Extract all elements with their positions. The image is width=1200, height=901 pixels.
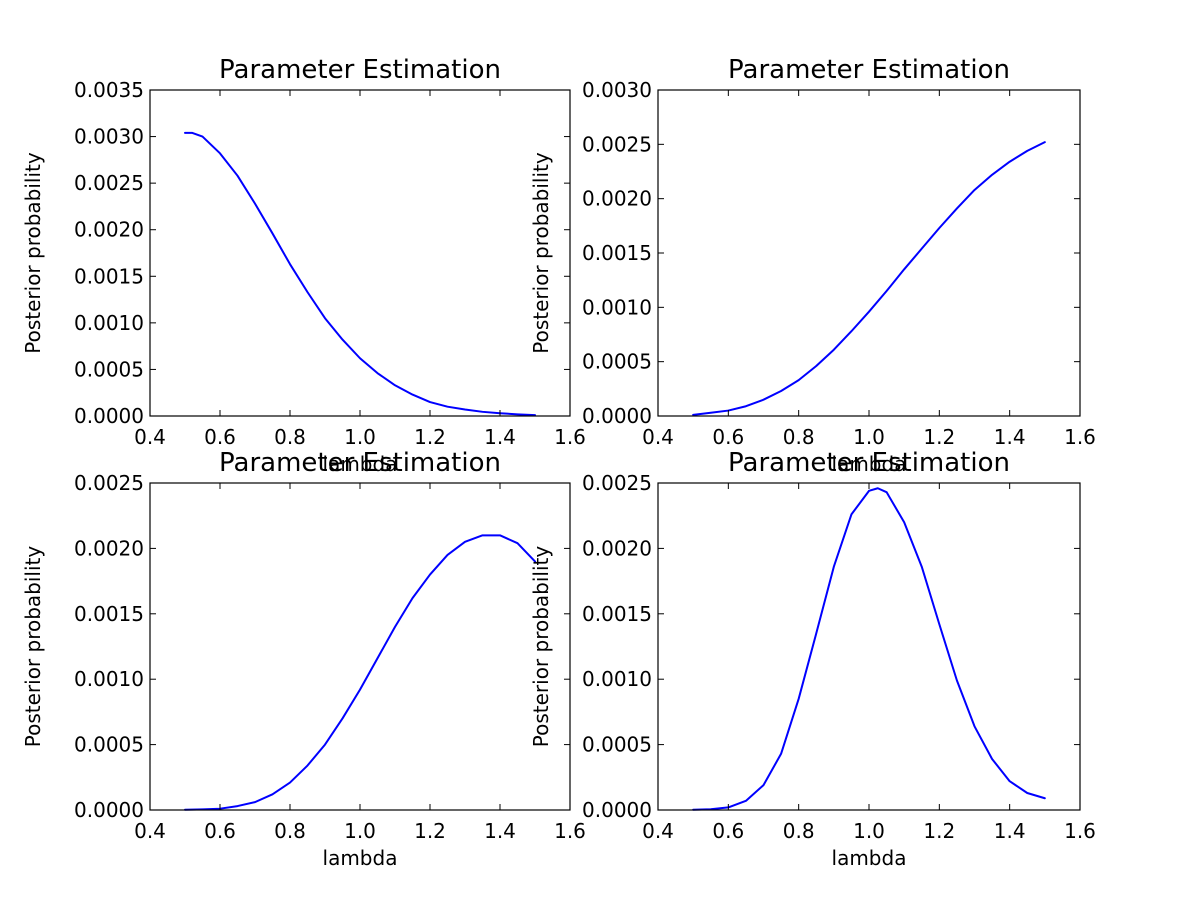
y-tick-label: 0.0010 — [74, 667, 144, 691]
y-tick-label: 0.0015 — [582, 602, 652, 626]
y-tick-label: 0.0020 — [582, 187, 652, 211]
y-axis-label: Posterior probability — [21, 152, 45, 354]
series-line — [692, 141, 1046, 416]
x-tick-label: 0.8 — [274, 819, 306, 843]
y-tick-label: 0.0020 — [74, 218, 144, 242]
x-tick-label: 1.2 — [923, 425, 955, 449]
y-tick-label: 0.0020 — [74, 536, 144, 560]
x-tick-label: 0.6 — [712, 425, 744, 449]
x-tick-label: 1.0 — [344, 819, 376, 843]
x-tick-label: 0.8 — [783, 819, 815, 843]
x-tick-label: 0.6 — [712, 819, 744, 843]
panel-top-left: 0.4 0.6 0.8 1.0 1.2 1.4 1.6 0.0000 0.0005 0.0010 0… — [21, 55, 586, 476]
y-tick-label: 0.0010 — [582, 667, 652, 691]
x-axis-label: lambda — [832, 452, 907, 476]
x-tick-label: 1.0 — [344, 425, 376, 449]
x-axis-label: lambda — [323, 452, 398, 476]
y-tick-label: 0.0020 — [582, 536, 652, 560]
panel-bottom-left: 0.4 0.6 0.8 1.0 1.2 1.4 1.6 0.0000 0.0005 0.0010 0… — [21, 448, 586, 870]
x-tick-label: 1.4 — [994, 819, 1026, 843]
x-tick-label: 1.6 — [554, 425, 586, 449]
y-tick-label: 0.0015 — [74, 264, 144, 288]
y-axis-label: Posterior probability — [529, 152, 553, 354]
x-tick-label: 1.0 — [853, 819, 885, 843]
x-tick-label: 0.4 — [134, 819, 166, 843]
y-tick-label: 0.0005 — [74, 357, 144, 381]
y-tick-label: 0.0015 — [582, 241, 652, 265]
x-tick-label: 1.2 — [923, 819, 955, 843]
x-axis-label: lambda — [832, 846, 907, 870]
x-tick-label: 1.0 — [853, 425, 885, 449]
x-tick-label: 0.6 — [204, 819, 236, 843]
panel-title: Parameter Estimation — [728, 55, 1010, 85]
x-tick-label: 1.4 — [484, 425, 516, 449]
x-tick-label: 1.6 — [1064, 425, 1096, 449]
y-axis-label: Posterior probability — [529, 546, 553, 748]
y-tick-label: 0.0025 — [582, 132, 652, 156]
y-tick-label: 0.0005 — [74, 733, 144, 757]
x-axis-label: lambda — [323, 846, 398, 870]
y-tick-label: 0.0025 — [582, 471, 652, 495]
y-tick-label: 0.0025 — [74, 171, 144, 195]
x-tick-label: 1.4 — [484, 819, 516, 843]
panel-bottom-right: 0.4 0.6 0.8 1.0 1.2 1.4 1.60.00000.00050.00100… — [529, 448, 1096, 870]
y-tick-label: 0.0000 — [74, 404, 144, 428]
y-tick-label: 0.0035 — [74, 78, 144, 102]
y-tick-label: 0.0015 — [74, 602, 144, 626]
x-tick-label: 0.4 — [134, 425, 166, 449]
y-tick-label: 0.0030 — [74, 125, 144, 149]
x-tick-label: 0.6 — [204, 425, 236, 449]
x-tick-label: 1.2 — [414, 425, 446, 449]
y-tick-label: 0.0000 — [582, 404, 652, 428]
x-tick-label: 1.6 — [1064, 819, 1096, 843]
panel-title: Parameter Estimation — [728, 448, 1010, 478]
x-tick-label: 0.8 — [783, 425, 815, 449]
x-tick-label: 0.4 — [642, 819, 674, 843]
series-line — [184, 534, 536, 811]
panel-top-right: 0.4 0.6 0.8 1.0 1.2 1.4 1.60.00000.00050.00100… — [529, 55, 1096, 476]
x-tick-label: 0.4 — [642, 425, 674, 449]
y-tick-label: 0.0000 — [74, 798, 144, 822]
y-axis-label: Posterior probability — [21, 546, 45, 748]
y-tick-label: 0.0005 — [582, 350, 652, 374]
y-tick-label: 0.0010 — [582, 295, 652, 319]
panel-title: Parameter Estimation — [219, 55, 501, 85]
x-tick-label: 0.8 — [274, 425, 306, 449]
series-line — [692, 487, 1046, 811]
y-tick-label: 0.0025 — [74, 471, 144, 495]
y-tick-label: 0.0000 — [582, 798, 652, 822]
x-tick-label: 1.2 — [414, 819, 446, 843]
y-tick-label: 0.0005 — [582, 733, 652, 757]
x-tick-label: 1.4 — [994, 425, 1026, 449]
series-line — [184, 131, 536, 417]
y-tick-label: 0.0010 — [74, 311, 144, 335]
panel-title: Parameter Estimation — [219, 448, 501, 478]
x-tick-label: 1.6 — [554, 819, 586, 843]
y-tick-label: 0.0030 — [582, 78, 652, 102]
